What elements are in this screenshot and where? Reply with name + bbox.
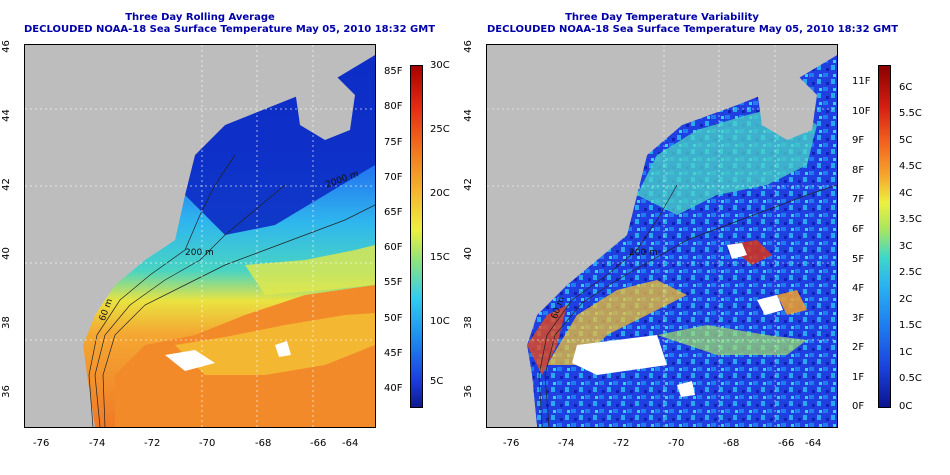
colorbar-c-label: 4.5C [899, 161, 922, 172]
contour-label: 200 m [629, 248, 658, 258]
colorbar-f-label: 10F [852, 106, 871, 117]
x-tick-label: -76 [503, 438, 520, 449]
colorbar-c-label: 0C [899, 401, 913, 412]
left-colorbar [410, 65, 423, 408]
colorbar-f-label: 9F [852, 135, 865, 146]
colorbar-c-label: 20C [430, 188, 450, 199]
contour-label: 200 m [185, 248, 214, 258]
colorbar-c-label: 5C [899, 135, 913, 146]
colorbar-f-label: 0F [852, 401, 865, 412]
colorbar-c-label: 4C [899, 188, 913, 199]
y-tick-label: 42 [0, 178, 12, 191]
colorbar-c-label: 25C [430, 124, 450, 135]
x-tick-label: -68 [723, 438, 740, 449]
colorbar-f-label: 4F [852, 283, 865, 294]
y-tick-label: 36 [462, 385, 474, 398]
left-subtitle: DECLOUDED NOAA-18 Sea Surface Temperatur… [24, 24, 436, 35]
x-tick-label: -66 [778, 438, 795, 449]
right-colorbar [878, 65, 891, 408]
colorbar-c-label: 1.5C [899, 320, 922, 331]
x-tick-label: -66 [310, 438, 327, 449]
colorbar-f-label: 7F [852, 194, 865, 205]
colorbar-c-label: 3C [899, 241, 913, 252]
x-tick-label: -76 [33, 438, 50, 449]
colorbar-f-label: 55F [384, 277, 403, 288]
x-tick-label: -74 [89, 438, 106, 449]
x-tick-label: -70 [668, 438, 685, 449]
colorbar-f-label: 70F [384, 172, 403, 183]
x-tick-label: -64 [342, 438, 359, 449]
colorbar-f-label: 8F [852, 165, 865, 176]
colorbar-c-label: 3.5C [899, 214, 922, 225]
colorbar-f-label: 85F [384, 66, 403, 77]
colorbar-c-label: 15C [430, 252, 450, 263]
left-sst-map [25, 45, 375, 427]
y-tick-label: 40 [462, 247, 474, 260]
colorbar-f-label: 60F [384, 242, 403, 253]
y-tick-label: 40 [0, 247, 12, 260]
colorbar-f-label: 11F [852, 76, 871, 87]
colorbar-c-label: 2.5C [899, 267, 922, 278]
colorbar-f-label: 5F [852, 254, 865, 265]
colorbar-c-label: 5C [430, 376, 444, 387]
right-subtitle: DECLOUDED NOAA-18 Sea Surface Temperatur… [487, 24, 899, 35]
colorbar-c-label: 2C [899, 294, 913, 305]
colorbar-f-label: 3F [852, 313, 865, 324]
y-tick-label: 38 [0, 316, 12, 329]
x-tick-label: -64 [805, 438, 822, 449]
colorbar-f-label: 50F [384, 313, 403, 324]
colorbar-f-label: 65F [384, 207, 403, 218]
y-tick-label: 44 [462, 109, 474, 122]
x-tick-label: -68 [255, 438, 272, 449]
colorbar-c-label: 6C [899, 82, 913, 93]
colorbar-f-label: 40F [384, 383, 403, 394]
colorbar-c-label: 1C [899, 347, 913, 358]
y-tick-label: 36 [0, 385, 12, 398]
x-tick-label: -70 [199, 438, 216, 449]
y-tick-label: 38 [462, 316, 474, 329]
colorbar-f-label: 6F [852, 224, 865, 235]
colorbar-f-label: 80F [384, 101, 403, 112]
y-tick-label: 46 [0, 40, 12, 53]
right-map: 200 m 60 m [486, 44, 838, 428]
left-map: 2000 m 200 m 60 m [24, 44, 376, 428]
colorbar-f-label: 1F [852, 372, 865, 383]
x-tick-label: -72 [613, 438, 630, 449]
left-title: Three Day Rolling Average [125, 12, 275, 23]
y-tick-label: 46 [462, 40, 474, 53]
x-tick-label: -72 [144, 438, 161, 449]
colorbar-f-label: 45F [384, 348, 403, 359]
colorbar-c-label: 5.5C [899, 108, 922, 119]
y-tick-label: 44 [0, 109, 12, 122]
colorbar-f-label: 75F [384, 137, 403, 148]
colorbar-c-label: 30C [430, 60, 450, 71]
colorbar-c-label: 0.5C [899, 373, 922, 384]
right-title: Three Day Temperature Variability [565, 12, 759, 23]
right-variability-map [487, 45, 837, 427]
colorbar-f-label: 2F [852, 342, 865, 353]
x-tick-label: -74 [558, 438, 575, 449]
y-tick-label: 42 [462, 178, 474, 191]
colorbar-c-label: 10C [430, 316, 450, 327]
